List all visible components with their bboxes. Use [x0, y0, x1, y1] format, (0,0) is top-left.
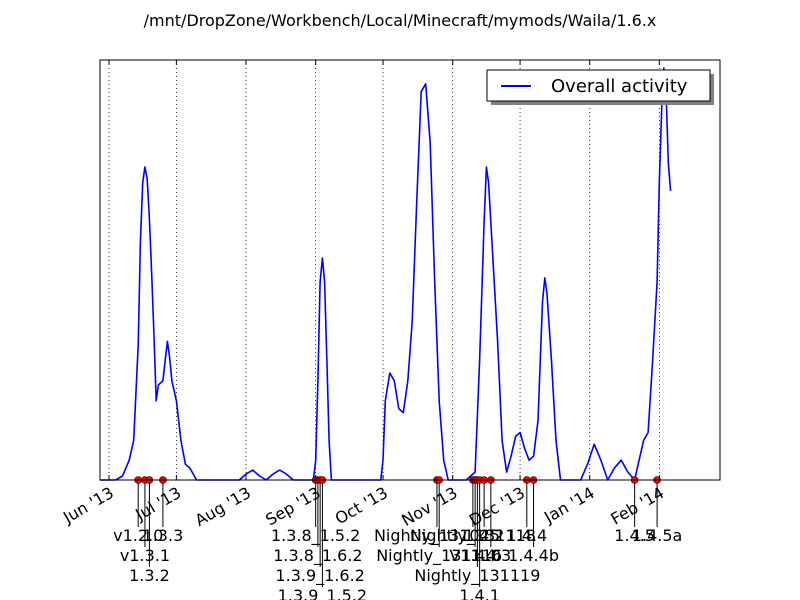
release-label: 1.4.2 — [464, 526, 505, 545]
legend-label-overall-activity: Overall activity — [551, 76, 688, 97]
x-tick-label: Jan '14 — [540, 483, 598, 527]
release-label: Nightly_131025 — [374, 526, 500, 546]
x-tick-label: Aug '13 — [192, 483, 254, 530]
series-layer — [100, 67, 672, 481]
x-tick-label: Jul '13 — [131, 483, 184, 525]
release-label: 1.4.5 — [614, 526, 655, 545]
release-label: Nightly_131119 — [414, 566, 540, 586]
release-label: 1.3.2 — [129, 566, 170, 585]
release-label: 1.3.9_1.5.2 — [278, 586, 367, 600]
x-tick-label: Feb '14 — [607, 483, 667, 529]
chart-title: /mnt/DropZone/Workbench/Local/Minecraft/… — [144, 11, 657, 30]
release-markers — [134, 476, 661, 484]
release-label: 1.4.3 — [471, 546, 512, 565]
plot-frame — [99, 59, 721, 481]
x-tick-label: Jun '13 — [59, 483, 117, 527]
release-label: 1.4.4b — [508, 546, 559, 565]
release-lines — [137, 480, 658, 587]
legend: Overall activity — [486, 69, 714, 105]
x-tick-label: Oct '13 — [332, 483, 391, 528]
release-label: 1.4.4 — [506, 526, 547, 545]
release-label: 1.4.1 — [459, 586, 500, 600]
release-label: 1.3.9_1.6.2 — [275, 566, 364, 586]
x-axis-ticks: Jun '13 Jul '13 Aug '13 Sep '13 Oct '13 Nov '… — [59, 60, 667, 530]
series-line-overall-activity — [100, 67, 672, 481]
x-tick-label: Sep '13 — [262, 483, 323, 529]
release-label: 1.3.3 — [143, 526, 184, 545]
release-label: 1.4.5a — [632, 526, 683, 545]
release-label: Nightly_131116 — [376, 546, 502, 566]
release-label: v1.3.1 — [120, 546, 170, 565]
release-labels: v1.2.0v1.3.11.3.2 1.3.3 1.3.8_1.5.21.3.8_1… — [113, 526, 682, 600]
release-label: 1.3.8_1.5.2 — [271, 526, 360, 546]
release-label: 1.3.8_1.6.2 — [273, 546, 362, 566]
release-label: Nightly_131118 — [410, 526, 536, 546]
x-tick-label: Nov '13 — [398, 483, 460, 530]
release-label: V1.4.0 — [449, 546, 501, 565]
release-label: v1.2.0 — [113, 526, 163, 545]
